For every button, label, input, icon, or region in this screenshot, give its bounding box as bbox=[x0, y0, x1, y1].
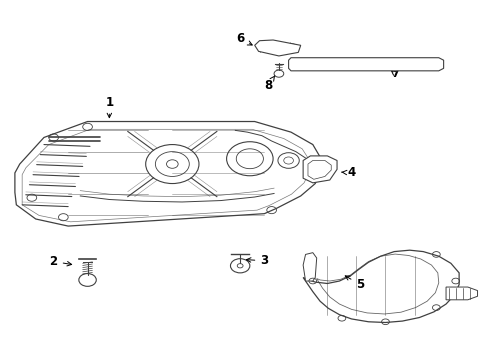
Text: 1: 1 bbox=[105, 95, 113, 118]
Text: 6: 6 bbox=[236, 32, 252, 45]
Text: 5: 5 bbox=[345, 276, 365, 291]
Polygon shape bbox=[303, 156, 337, 183]
Text: 4: 4 bbox=[342, 166, 356, 179]
Polygon shape bbox=[15, 122, 320, 226]
Text: 8: 8 bbox=[264, 76, 275, 91]
Text: 2: 2 bbox=[49, 255, 72, 268]
Polygon shape bbox=[303, 250, 459, 323]
Polygon shape bbox=[289, 58, 443, 71]
Text: 7: 7 bbox=[391, 67, 399, 80]
Polygon shape bbox=[446, 287, 478, 300]
Text: 3: 3 bbox=[246, 254, 269, 267]
Polygon shape bbox=[303, 253, 317, 281]
Polygon shape bbox=[255, 40, 301, 56]
